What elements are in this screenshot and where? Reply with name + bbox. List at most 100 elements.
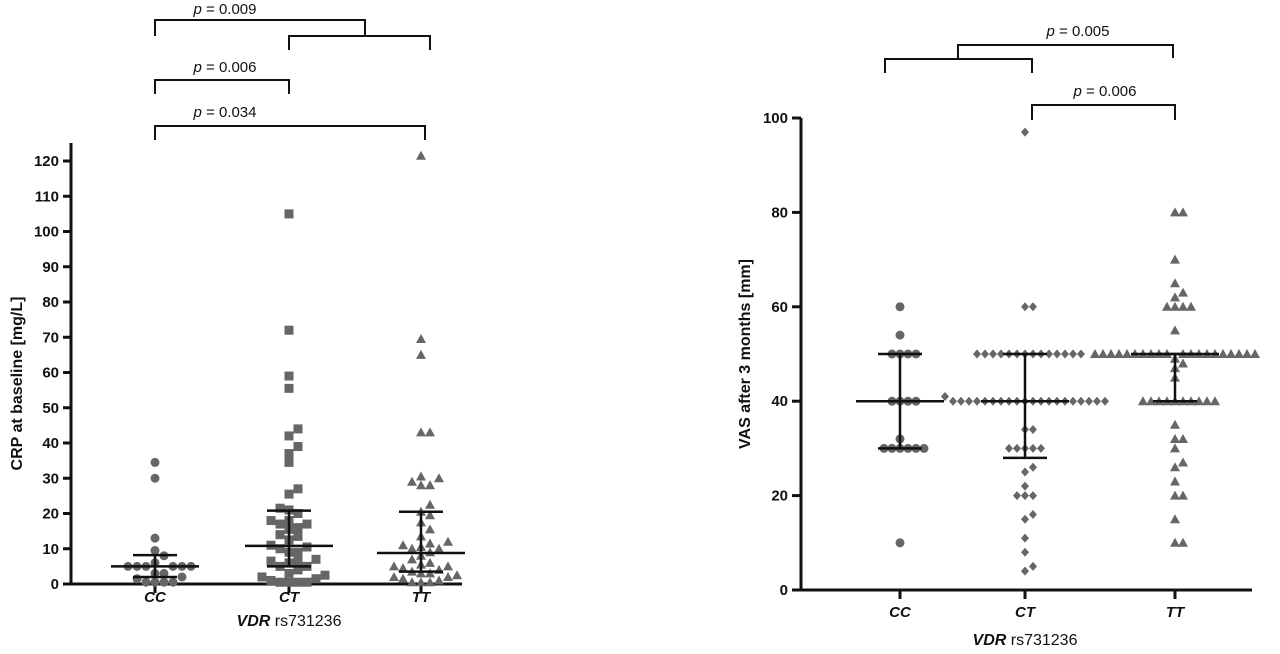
data-point-tt [1106,349,1116,358]
data-point-ct [1021,302,1029,312]
p-symbol: p [193,104,202,121]
data-point-tt [434,473,444,483]
y-tick-label: 100 [763,110,788,127]
data-point-tt [416,427,426,437]
x-axis-title-gene: VDR [237,613,271,630]
data-point-tt [1170,443,1180,453]
data-point-ct [284,383,294,393]
data-point-tt [416,150,426,160]
data-point-cc [132,574,142,584]
p-value: = 0.006 [1082,83,1137,100]
data-point-tt [443,561,453,571]
data-point-tt [443,536,453,546]
y-tick-label: 40 [771,393,788,410]
p-value-label: p = 0.034 [193,104,257,121]
data-point-tt [425,557,435,567]
data-point-tt [1226,349,1236,358]
data-point-ct [989,349,997,359]
data-point-cc [150,533,160,543]
data-point-tt [398,563,408,573]
data-point-tt [1170,476,1180,486]
data-point-cc [168,577,178,587]
data-point-tt [1138,396,1148,406]
data-point-ct [293,484,303,494]
data-point-ct [1013,443,1021,453]
x-tick-label-tt: TT [1166,604,1186,621]
data-point-ct [293,577,303,587]
p-value-label: p = 0.005 [1046,23,1110,40]
data-point-ct [275,519,285,529]
p-value-label: p = 0.006 [193,59,257,76]
data-point-ct [957,396,965,406]
data-point-ct [949,396,957,406]
data-point-tt [1170,490,1180,500]
data-point-tt [1170,292,1180,302]
data-point-tt [1178,433,1188,443]
data-point-tt [425,538,435,548]
p-value: = 0.005 [1055,23,1110,40]
x-axis-title-snp: rs731236 [270,613,341,630]
data-point-tt [1170,278,1180,288]
data-point-tt [452,570,462,580]
data-point-ct [275,577,285,587]
data-point-tt [1098,349,1108,358]
y-tick-label: 110 [35,188,59,205]
y-tick-label: 120 [34,153,59,170]
data-point-tt [425,427,435,437]
data-point-ct [1021,491,1029,501]
data-point-ct [293,442,303,452]
data-point-cc [150,546,160,556]
data-point-ct [1077,396,1085,406]
data-point-tt [416,577,426,587]
data-point-ct [284,371,294,381]
x-tick-label-ct: CT [1015,604,1037,621]
group-bracket [288,35,431,50]
significance-bracket [957,44,1174,59]
data-point-ct [266,516,276,526]
data-point-ct [1069,349,1077,359]
data-point-tt [389,571,399,581]
data-point-tt [425,510,435,520]
data-point-ct [973,396,981,406]
data-point-tt [1250,349,1260,358]
data-point-ct [293,556,303,566]
data-point-ct [997,349,1005,359]
data-point-ct [965,396,973,406]
data-point-ct [293,509,303,518]
data-point-ct [311,574,321,584]
data-point-tt [1170,207,1180,217]
data-point-tt [416,471,426,481]
data-point-tt [407,543,417,553]
data-point-ct [320,570,330,580]
data-point-tt [398,540,408,550]
data-point-tt [1170,254,1180,264]
data-point-tt [1202,396,1212,406]
data-point-ct [1093,396,1101,406]
x-axis-title-snp: rs731236 [1006,632,1077,649]
data-point-cc [919,443,929,453]
data-point-ct [1029,443,1037,453]
data-point-tt [1146,396,1156,406]
data-point-ct [1053,349,1061,359]
data-point-ct [1037,443,1045,453]
data-point-ct [293,565,303,575]
data-point-cc [141,577,151,587]
y-tick-label: 20 [42,506,59,523]
p-value: = 0.034 [202,104,257,121]
data-point-ct [293,523,303,533]
data-point-ct [284,577,294,587]
data-point-cc [177,572,187,582]
data-point-tt [425,499,435,509]
chart-panel-2: 0 20 40 60 80 100 VAS after 3 months [mm] CC CT T… [737,23,1260,649]
data-point-ct [284,568,294,578]
significance-bracket [1031,104,1176,120]
p-value: = 0.009 [202,1,257,18]
data-point-tt [1178,457,1188,467]
data-point-ct [266,556,276,566]
data-point-ct [284,457,294,467]
data-point-ct [1077,349,1085,359]
data-point-tt [443,571,453,581]
y-tick-label: 0 [51,576,59,593]
y-tick-label: 90 [42,259,59,276]
